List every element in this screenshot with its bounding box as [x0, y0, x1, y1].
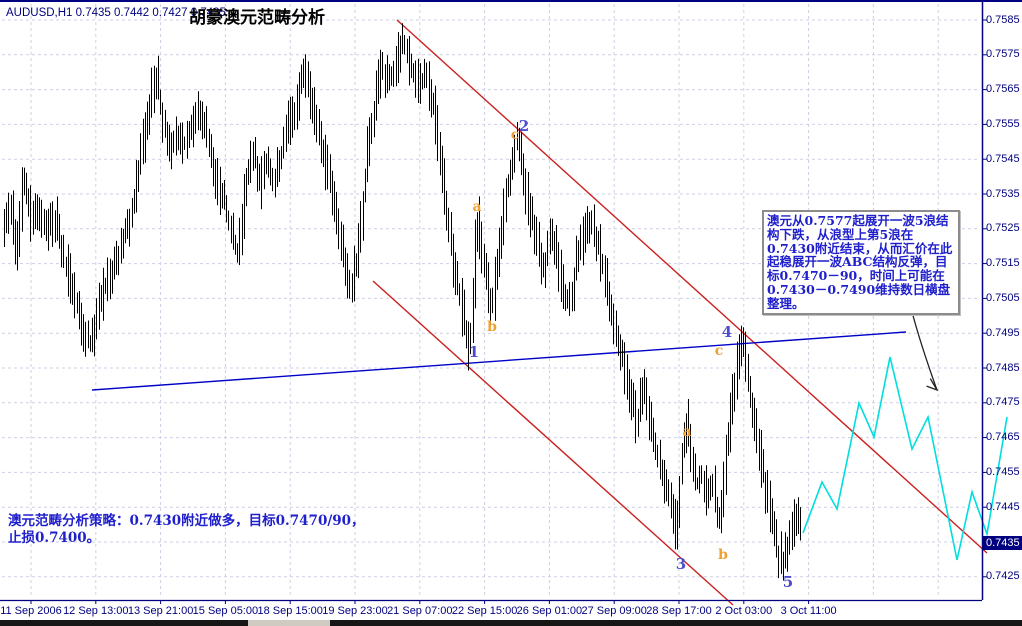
price-label: 0.7555: [986, 117, 1020, 130]
price-label: 0.7495: [986, 326, 1020, 339]
wave-label-2: 2: [518, 117, 530, 135]
wave-label-4: 4: [721, 323, 733, 341]
time-label: 3 Oct 11:00: [780, 605, 837, 617]
time-label: 2 Oct 03:00: [715, 605, 773, 617]
analysis-note-box[interactable]: 澳元从0.7577起展开一波5浪结构下跌，从浪型上第5浪在0.7430附近结束，…: [762, 210, 960, 315]
price-label: 0.7515: [986, 257, 1020, 270]
price-label: 0.7445: [986, 500, 1020, 513]
wave-label-a: a: [682, 424, 692, 440]
wave-label-1: 1: [468, 343, 480, 361]
time-label: 18 Sep 15:00: [257, 605, 323, 617]
wave-label-c: c: [714, 343, 724, 359]
note-arrowhead: [926, 378, 939, 392]
time-label: 21 Sep 07:00: [387, 605, 453, 617]
price-label: 0.7455: [986, 465, 1020, 478]
price-label: 0.7465: [986, 431, 1020, 444]
price-label: 0.7565: [986, 83, 1020, 96]
strategy-note: 澳元范畴分析策略：0.7430附近做多，目标0.7470/90， 止损0.740…: [8, 513, 365, 546]
channel-lower: [372, 280, 734, 606]
price-label: 0.7545: [986, 152, 1020, 165]
wave-label-3: 3: [675, 555, 687, 573]
analysis-note-text: 澳元从0.7577起展开一波5浪结构下跌，从浪型上第5浪在0.7430附近结束，…: [767, 213, 953, 311]
time-label: 11 Sep 2006: [0, 605, 62, 617]
wave-label-b: b: [718, 547, 728, 563]
price-bars: [4, 23, 801, 581]
price-label: 0.7575: [986, 48, 1020, 61]
wave-label-b: b: [487, 319, 497, 335]
price-label: 0.7475: [986, 396, 1020, 409]
bottom-scrollbar[interactable]: [0, 620, 1022, 626]
time-label: 13 Sep 21:00: [127, 605, 194, 617]
channel-upper: [396, 19, 988, 554]
time-label: 12 Sep 13:00: [63, 605, 129, 617]
price-label: 0.7485: [986, 361, 1020, 374]
time-label: 15 Sep 05:00: [192, 605, 259, 617]
price-label: 0.7505: [986, 291, 1020, 304]
time-label: 22 Sep 15:00: [451, 605, 518, 617]
price-label: 0.7425: [986, 570, 1020, 583]
support-line: [91, 331, 907, 391]
time-label: 26 Sep 01:00: [516, 605, 583, 617]
price-label: 0.7525: [986, 222, 1020, 235]
chart-title: 胡豪澳元范畴分析: [189, 8, 325, 28]
symbol-quote: AUDUSD,H1 0.7435 0.7442 0.7427 0.7435: [6, 7, 226, 19]
wave-label-a: a: [472, 199, 482, 215]
price-label: 0.7585: [986, 13, 1020, 26]
projection-zigzag: [802, 356, 1008, 561]
current-price-marker: 0.7435: [982, 536, 1022, 550]
wave-label-5: 5: [782, 573, 794, 591]
time-label: 27 Sep 09:00: [581, 605, 647, 617]
time-label: 19 Sep 23:00: [322, 605, 388, 617]
wave-label-c: c: [510, 127, 520, 143]
scrollbar-thumb[interactable]: [248, 620, 330, 626]
window-top-border: [0, 0, 1022, 2]
time-label: 28 Sep 17:00: [646, 605, 712, 617]
price-label: 0.7535: [986, 187, 1020, 200]
